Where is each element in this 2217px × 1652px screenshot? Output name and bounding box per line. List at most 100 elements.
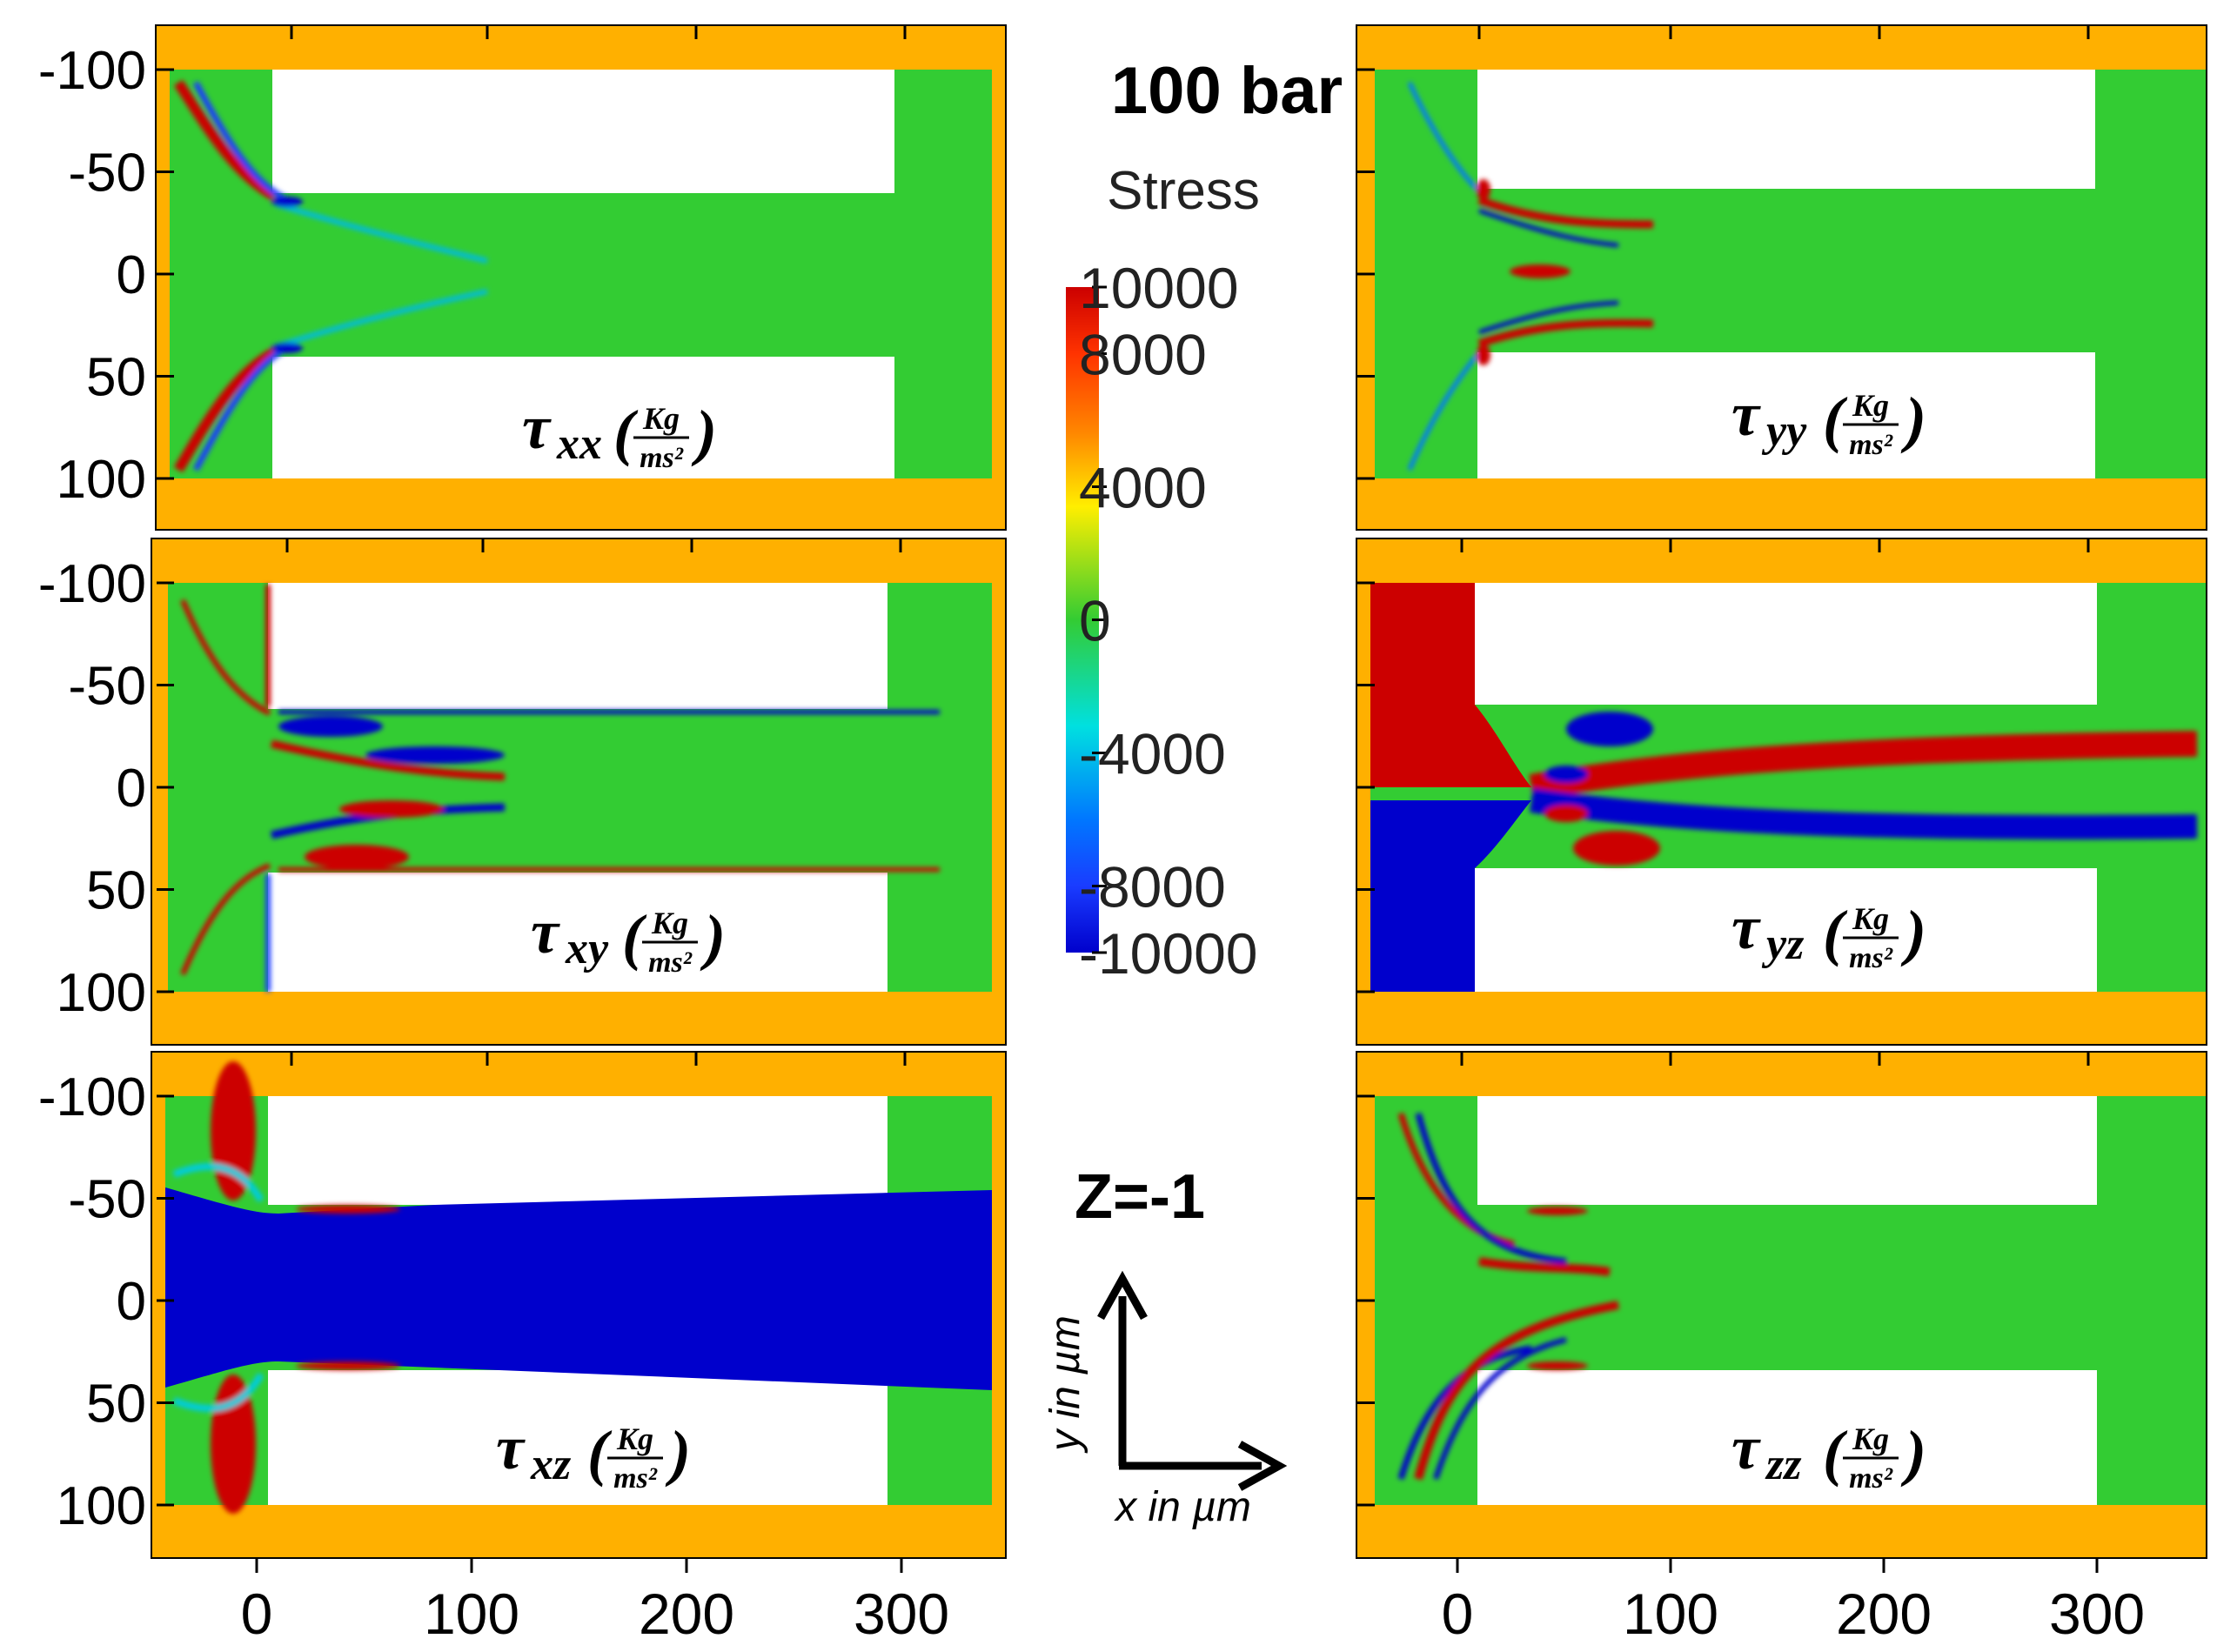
unit-denominator: ms²	[640, 442, 684, 474]
top-wall	[1357, 1053, 2206, 1096]
unit-denominator: ms²	[1849, 1462, 1893, 1495]
coordinate-axes: y in µm x in µm	[1042, 1270, 1288, 1530]
paren-close: )	[1900, 385, 1926, 454]
tau-subscript: xy	[565, 924, 609, 973]
y-tick-label: 50	[86, 348, 146, 408]
unit-denominator: ms²	[648, 946, 693, 979]
tau-subscript: xx	[556, 419, 602, 469]
paren-close: )	[700, 902, 726, 972]
stress-pattern	[165, 1061, 992, 1514]
colorbar-tick-label: -10000	[1079, 921, 1258, 986]
paren-open: (	[613, 398, 639, 467]
tau-subscript: yy	[1761, 406, 1807, 456]
paren-open: (	[622, 902, 647, 972]
panel-tau-zz: τ zz (Kg ms²)	[1356, 1051, 2207, 1559]
x-tick-label: 100	[424, 1582, 519, 1646]
x-tick-label: 0	[241, 1582, 273, 1646]
right-wall	[992, 70, 1005, 478]
bottom-wall	[1357, 478, 2206, 529]
outlet-field	[2097, 583, 2206, 992]
y-arrowhead	[1097, 1270, 1148, 1321]
y-tick-label: -50	[68, 657, 146, 717]
y-axis-label: y in µm	[1042, 1315, 1088, 1454]
panel-tau-xz: τ xz (Kg ms²)	[151, 1051, 1007, 1559]
y-axes: -100 -50 0 50 100 -100 -50 0 50 100 -100 -50 0 50 100	[38, 41, 1375, 1536]
colorbar-title: Stress	[1107, 161, 1260, 221]
paren-close: )	[1900, 1418, 1926, 1488]
stress-pattern	[1397, 1112, 1619, 1481]
z-label: Z=-1	[1075, 1162, 1205, 1232]
panel-tau-xx: τ xx(Kg ms²)	[155, 24, 1007, 531]
unit-numerator: Kg	[1852, 1421, 1889, 1456]
y-tick-label: -50	[68, 144, 146, 204]
x-axis-label: x in µm	[1114, 1484, 1251, 1530]
tau-symbol: τ	[1731, 893, 1761, 962]
tau-symbol: τ	[1731, 1413, 1761, 1482]
panel-tau-xy: τ xy (Kg ms²)	[151, 538, 1007, 1046]
x-tick-label: 200	[639, 1582, 734, 1646]
paren-open: (	[587, 1418, 613, 1488]
paren-close: )	[1900, 898, 1926, 967]
paren-open: (	[1823, 898, 1848, 967]
x-tick-label: 300	[854, 1582, 949, 1646]
top-wall	[157, 26, 1005, 70]
paren-open: (	[1823, 385, 1848, 454]
y-tick-label: -100	[38, 1067, 146, 1127]
paren-close: )	[665, 1418, 691, 1488]
right-wall	[992, 1096, 1005, 1505]
panel-tau-yy: τ yy (Kg ms²)	[1356, 24, 2207, 531]
top-wall	[1357, 539, 2206, 583]
x-arrowhead	[1237, 1441, 1288, 1491]
bottom-wall	[157, 478, 1005, 529]
y-tick-label: -50	[68, 1170, 146, 1230]
unit-numerator: Kg	[642, 401, 680, 436]
tau-subscript: yz	[1761, 920, 1805, 969]
x-tick-label: 200	[1836, 1582, 1932, 1646]
unit-numerator: Kg	[651, 906, 688, 940]
y-tick-label: 100	[57, 963, 146, 1023]
x-tick-label: 300	[2049, 1582, 2145, 1646]
x-tick-label: 0	[1442, 1582, 1474, 1646]
y-tick-label: 100	[57, 1476, 146, 1536]
tau-symbol: τ	[1731, 379, 1761, 449]
colorbar-tick-label: -8000	[1079, 855, 1226, 920]
colorbar-tick-label: -4000	[1079, 722, 1226, 786]
y-tick-label: 0	[117, 1272, 146, 1332]
colorbar-tick-label: 10000	[1079, 256, 1239, 320]
figure-title: 100 bar	[1111, 54, 1343, 128]
stress-pattern	[1370, 583, 2198, 992]
bottom-wall	[1357, 1505, 2206, 1557]
unit-numerator: Kg	[1852, 901, 1889, 936]
unit-numerator: Kg	[616, 1421, 653, 1456]
inlet-field	[1375, 70, 1477, 478]
y-tick-label: 50	[86, 1374, 146, 1435]
outlet-field	[887, 583, 992, 992]
y-tick-label: 0	[117, 759, 146, 819]
right-wall	[992, 583, 1005, 992]
y-tick-label: 0	[117, 245, 146, 305]
top-wall	[152, 539, 1005, 583]
channel-field	[272, 193, 894, 357]
paren-close: )	[691, 398, 717, 467]
bottom-wall	[152, 1505, 1005, 1557]
tau-subscript: xz	[530, 1440, 572, 1489]
colorbar-tick-label: 0	[1079, 589, 1111, 653]
y-tick-label: -100	[38, 554, 146, 614]
y-tick-label: 100	[57, 450, 146, 510]
unit-denominator: ms²	[1849, 429, 1893, 461]
tau-subscript: zz	[1765, 1440, 1802, 1489]
y-tick-label: 50	[86, 861, 146, 921]
tau-symbol: τ	[496, 1413, 526, 1482]
y-tick-label: -100	[38, 41, 146, 101]
unit-denominator: ms²	[613, 1462, 658, 1495]
outlet-field	[2097, 1096, 2206, 1505]
panel-tau-yz: τ yz (Kg ms²)	[1356, 538, 2207, 1046]
outlet-field	[894, 70, 992, 478]
top-wall	[1357, 26, 2206, 70]
colorbar-tick-label: 8000	[1079, 323, 1207, 387]
bottom-wall	[152, 992, 1005, 1044]
outlet-field	[2095, 70, 2206, 478]
tau-symbol: τ	[522, 392, 552, 462]
